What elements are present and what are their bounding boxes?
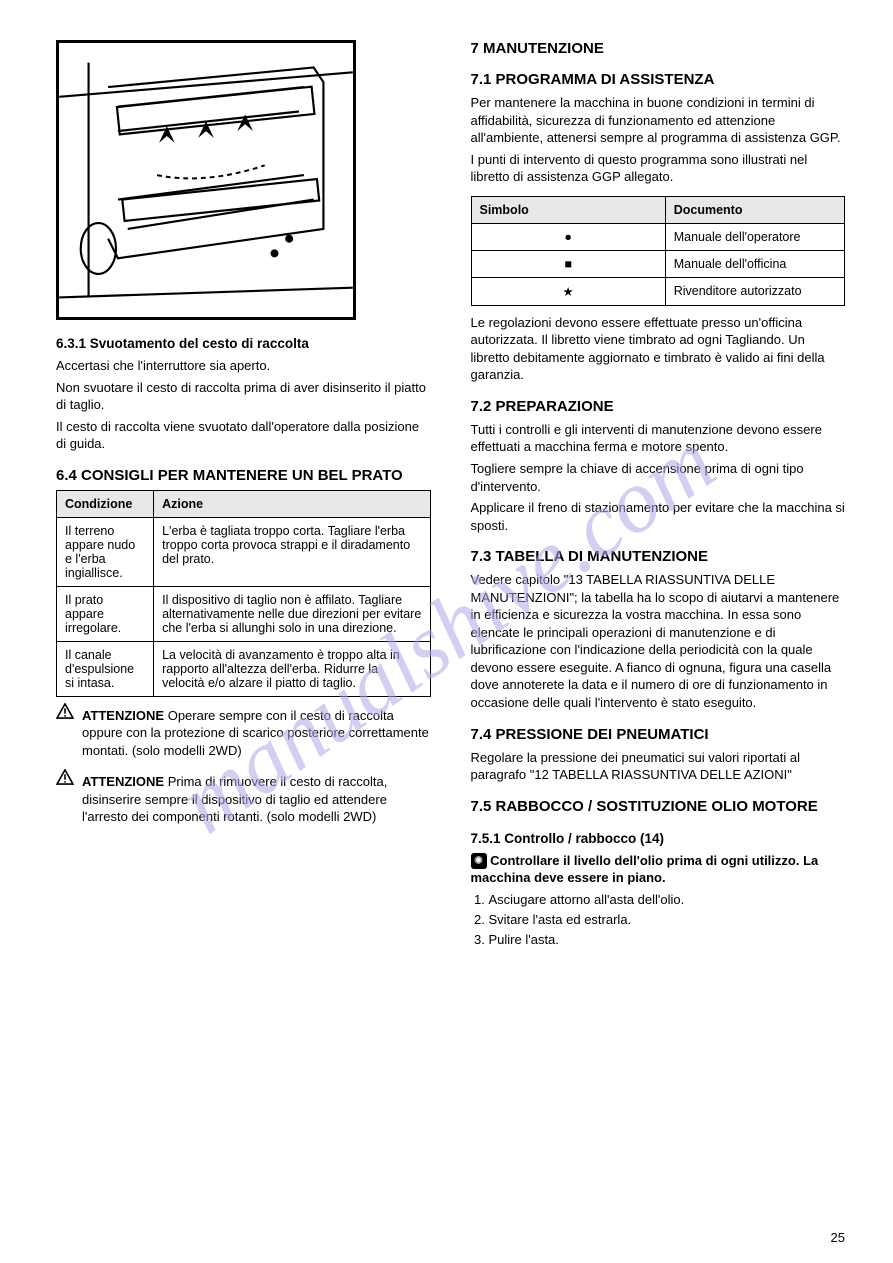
page-number: 25 bbox=[831, 1230, 845, 1245]
heading-7: 7 MANUTENZIONE bbox=[471, 40, 846, 57]
step-2: Svitare l'asta ed estrarla. bbox=[489, 911, 846, 929]
symbol-star-icon: ★ bbox=[471, 277, 665, 305]
col-doc: Documento bbox=[665, 196, 844, 223]
deck-svg bbox=[59, 43, 353, 317]
table-row: ● Manuale dell'operatore bbox=[471, 223, 845, 250]
step-3: Pulire l'asta. bbox=[489, 931, 846, 949]
p-72-3: Applicare il freno di stazionamento per … bbox=[471, 499, 846, 534]
table-row: Il prato appare irregolare. Il dispositi… bbox=[57, 586, 431, 641]
heading-6-3-1: 6.3.1 Svuotamento del cesto di raccolta bbox=[56, 336, 431, 351]
left-column: 6.3.1 Svuotamento del cesto di raccolta … bbox=[56, 40, 431, 951]
cell-action: La velocità di avanzamento è troppo alta… bbox=[154, 641, 430, 696]
heading-7-4: 7.4 PRESSIONE DEI PNEUMATICI bbox=[471, 726, 846, 743]
doc-workshop: Manuale dell'officina bbox=[665, 250, 844, 277]
right-column: 7 MANUTENZIONE 7.1 PROGRAMMA DI ASSISTEN… bbox=[471, 40, 846, 951]
warning-triangle-icon bbox=[56, 703, 74, 719]
col-symbol: Simbolo bbox=[471, 196, 665, 223]
heading-6-4: 6.4 CONSIGLI PER MANTENERE UN BEL PRATO bbox=[56, 467, 431, 484]
lawn-tips-table: Condizione Azione Il terreno appare nudo… bbox=[56, 490, 431, 697]
table-row: ★ Rivenditore autorizzato bbox=[471, 277, 845, 305]
heading-7-2: 7.2 PREPARAZIONE bbox=[471, 398, 846, 415]
p-751-icon-note: ✺ Controllare il livello dell'olio prima… bbox=[471, 852, 846, 887]
warning-triangle-icon bbox=[56, 769, 74, 785]
p-72-2: Togliere sempre la chiave di accensione … bbox=[471, 460, 846, 495]
p-72-1: Tutti i controlli e gli interventi di ma… bbox=[471, 421, 846, 456]
col-condition: Condizione bbox=[57, 490, 154, 517]
p-71-1: Per mantenere la macchina in buone condi… bbox=[471, 94, 846, 147]
symbol-table: Simbolo Documento ● Manuale dell'operato… bbox=[471, 196, 846, 306]
symbol-circle-icon: ● bbox=[471, 223, 665, 250]
table-row: Il terreno appare nudo e l'erba ingialli… bbox=[57, 517, 431, 586]
heading-7-5: 7.5 RABBOCCO / SOSTITUZIONE OLIO MOTORE bbox=[471, 798, 846, 815]
warning-2-text: ATTENZIONE Prima di rimuovere il cesto d… bbox=[82, 773, 431, 826]
warning-1-text: ATTENZIONE Operare sempre con il cesto d… bbox=[82, 707, 431, 760]
table-row: Il canale d'espulsione si intasa. La vel… bbox=[57, 641, 431, 696]
p-74-1: Regolare la pressione dei pneumatici sui… bbox=[471, 749, 846, 784]
symbol-square-icon: ■ bbox=[471, 250, 665, 277]
heading-7-3: 7.3 TABELLA DI MANUTENZIONE bbox=[471, 548, 846, 565]
warning-2: ATTENZIONE Prima di rimuovere il cesto d… bbox=[56, 769, 431, 830]
cell-cond: Il prato appare irregolare. bbox=[57, 586, 154, 641]
cell-action: L'erba è tagliata troppo corta. Tagliare… bbox=[154, 517, 430, 586]
note-after-table: Le regolazioni devono essere effettuate … bbox=[471, 314, 846, 384]
p-631-1: Accertasi che l'interruttore sia aperto. bbox=[56, 357, 431, 375]
light-bulb-icon: ✺ bbox=[471, 853, 487, 869]
p-71-2: I punti di intervento di questo programm… bbox=[471, 151, 846, 186]
doc-operator: Manuale dell'operatore bbox=[665, 223, 844, 250]
step-1: Asciugare attorno all'asta dell'olio. bbox=[489, 891, 846, 909]
steps-751: Asciugare attorno all'asta dell'olio. Sv… bbox=[489, 891, 846, 950]
p-73-1: Vedere capitolo "13 TABELLA RIASSUNTIVA … bbox=[471, 571, 846, 711]
doc-dealer: Rivenditore autorizzato bbox=[665, 277, 844, 305]
cell-action: Il dispositivo di taglio non è affilato.… bbox=[154, 586, 430, 641]
table-row: ■ Manuale dell'officina bbox=[471, 250, 845, 277]
heading-7-1: 7.1 PROGRAMMA DI ASSISTENZA bbox=[471, 71, 846, 88]
warning-1: ATTENZIONE Operare sempre con il cesto d… bbox=[56, 703, 431, 764]
deck-illustration bbox=[56, 40, 356, 320]
cell-cond: Il terreno appare nudo e l'erba ingialli… bbox=[57, 517, 154, 586]
p-631-3: Il cesto di raccolta viene svuotato dall… bbox=[56, 418, 431, 453]
cell-cond: Il canale d'espulsione si intasa. bbox=[57, 641, 154, 696]
p-631-2: Non svuotare il cesto di raccolta prima … bbox=[56, 379, 431, 414]
col-action: Azione bbox=[154, 490, 430, 517]
two-column-layout: 6.3.1 Svuotamento del cesto di raccolta … bbox=[56, 40, 845, 951]
heading-7-5-1: 7.5.1 Controllo / rabbocco (14) bbox=[471, 831, 846, 846]
